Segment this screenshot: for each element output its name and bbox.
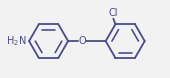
Text: H$_2$N: H$_2$N [6,34,26,48]
Text: O: O [78,36,86,46]
Text: Cl: Cl [109,8,118,18]
